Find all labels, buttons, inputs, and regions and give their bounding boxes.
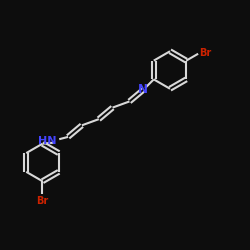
Text: Br: Br: [200, 48, 212, 58]
Text: Br: Br: [36, 196, 48, 206]
Text: HN: HN: [38, 136, 56, 146]
Text: N: N: [138, 84, 148, 96]
